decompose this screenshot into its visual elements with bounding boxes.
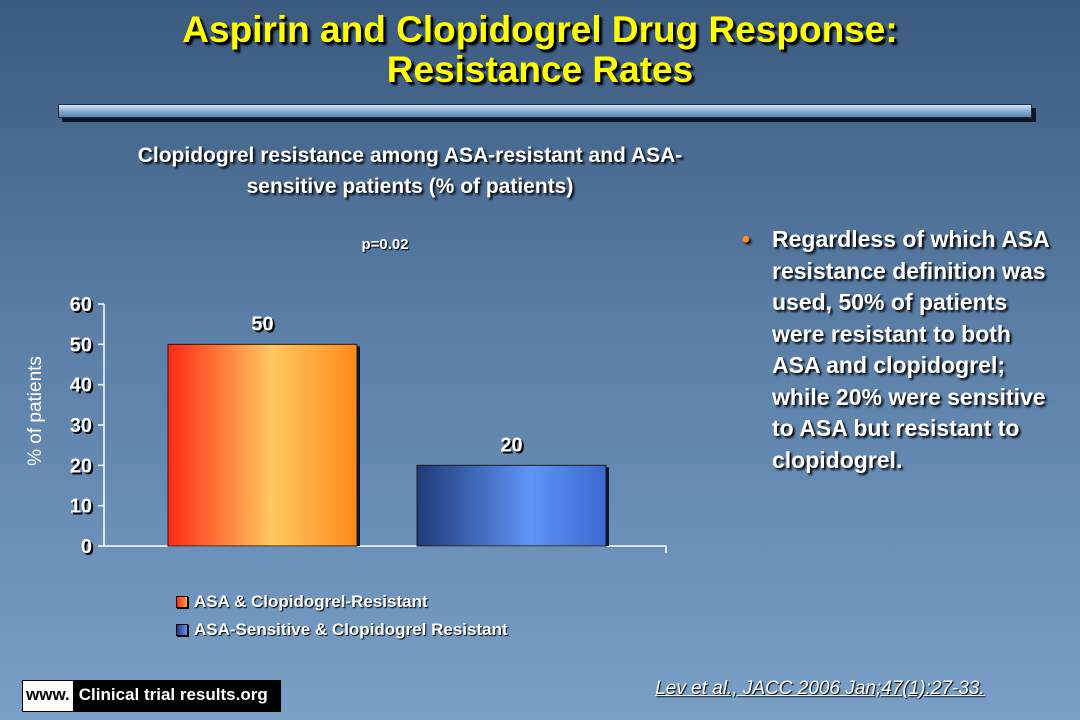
slide-title-line-2: Resistance Rates: [386, 49, 694, 90]
bar-1: [416, 464, 607, 547]
legend-swatch-blue: [176, 624, 188, 636]
y-tick-label-50: 50: [70, 334, 92, 356]
y-tick-label-50-shadow: 50: [72, 336, 94, 358]
chart-legend: ASA & Clopidogrel-Resistant ASA-Sensitiv…: [176, 588, 508, 644]
bar-value-label-0-shadow: 50: [253, 315, 275, 337]
legend-item-resistant: ASA & Clopidogrel-Resistant: [176, 588, 508, 616]
bar-value-label-0: 50: [251, 313, 273, 335]
legend-label-sensitive: ASA-Sensitive & Clopidogrel Resistant: [194, 620, 508, 639]
bar-value-label-1-shadow: 20: [502, 436, 524, 458]
p-value-annotation: p=0.02: [361, 236, 409, 253]
bar-value-label-1: 20: [500, 434, 522, 456]
y-tick-label-20-shadow: 20: [72, 457, 94, 479]
slide-title-line-1: Aspirin and Clopidogrel Drug Response:: [182, 9, 898, 50]
y-tick-label-40-shadow: 40: [72, 377, 94, 399]
brand-site-name: Clinical trial results.org: [72, 681, 280, 711]
y-tick-label-30-shadow: 30: [72, 417, 94, 439]
y-tick-label-0: 0: [81, 536, 92, 558]
legend-swatch-orange: [176, 596, 188, 608]
site-brand[interactable]: www. Clinical trial results.org: [22, 680, 281, 712]
chart-title-line-2: sensitive patients (% of patients): [246, 175, 574, 198]
y-tick-label-20: 20: [70, 455, 92, 477]
chart-title-line-1: Clopidogrel resistance among ASA-resista…: [137, 144, 683, 167]
bullet-dot-icon: •: [742, 226, 751, 252]
y-tick-label-10: 10: [70, 496, 92, 518]
legend-label-resistant: ASA & Clopidogrel-Resistant: [194, 592, 428, 611]
title-divider-bar: [58, 104, 1032, 118]
y-axis-title: % of patients: [25, 356, 46, 466]
key-finding-text: Regardless of which ASA resistance defin…: [772, 226, 1049, 473]
slide-title: Aspirin and Clopidogrel Drug Response: R…: [0, 10, 1080, 90]
key-finding: • Regardless of which ASA resistance def…: [742, 224, 1062, 476]
brand-www: www.: [23, 681, 73, 711]
legend-item-sensitive: ASA-Sensitive & Clopidogrel Resistant: [176, 616, 508, 644]
citation-link[interactable]: Lev et al., JACC 2006 Jan;47(1):27-33.: [655, 678, 985, 699]
y-tick-label-0-shadow: 0: [83, 538, 94, 560]
y-tick-label-40: 40: [70, 375, 92, 397]
chart-title: Clopidogrel resistance among ASA-resista…: [40, 140, 780, 202]
y-tick-label-30: 30: [70, 415, 92, 437]
bar-0: [167, 343, 358, 547]
y-tick-label-10-shadow: 10: [72, 498, 94, 520]
y-tick-label-60: 60: [70, 294, 92, 316]
y-tick-label-60-shadow: 60: [72, 296, 94, 318]
